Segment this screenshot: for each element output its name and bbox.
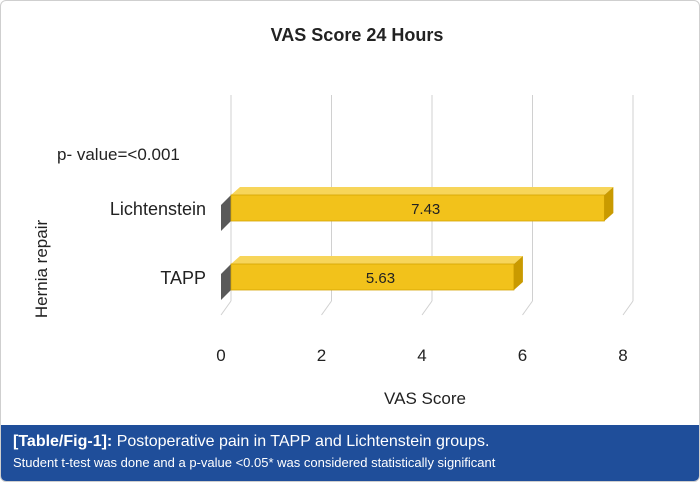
caption-title: Postoperative pain in TAPP and Lichtenst… bbox=[116, 433, 490, 450]
bar-top bbox=[231, 187, 614, 195]
x-tick-label: 4 bbox=[417, 346, 426, 365]
category-label: TAPP bbox=[160, 268, 206, 288]
figure-caption: [Table/Fig-1]: Postoperative pain in TAP… bbox=[1, 425, 699, 481]
p-value-annotation: p- value=<0.001 bbox=[57, 145, 180, 164]
x-tick-label: 6 bbox=[518, 346, 527, 365]
caption-label: [Table/Fig-1]: bbox=[13, 433, 113, 450]
gridline-floor bbox=[522, 300, 533, 316]
bar-base bbox=[221, 195, 231, 231]
y-axis-label: Hernia repair bbox=[32, 220, 51, 319]
x-tick-label: 2 bbox=[317, 346, 326, 365]
gridline-floor bbox=[421, 300, 433, 316]
chart-area: VAS Score 24 Hours p- value=<0.001 Herni… bbox=[1, 1, 699, 425]
gridline-floor bbox=[321, 300, 332, 316]
bar-base bbox=[221, 264, 231, 300]
data-label: 5.63 bbox=[366, 270, 395, 287]
x-axis-label: VAS Score bbox=[384, 389, 466, 408]
x-tick-label: 0 bbox=[216, 346, 225, 365]
bars bbox=[221, 187, 614, 300]
chart-title: VAS Score 24 Hours bbox=[271, 25, 444, 45]
labels: 0 2 4 6 8 5.63 TAPP 7.43 Lichtenstein bbox=[110, 199, 628, 365]
caption-note: Student t-test was done and a p-value <0… bbox=[13, 455, 496, 470]
bar-top bbox=[231, 256, 523, 264]
bar-end bbox=[604, 187, 614, 221]
bar-lichtenstein bbox=[230, 194, 605, 222]
vas-bar-chart: VAS Score 24 Hours p- value=<0.001 Herni… bbox=[32, 25, 634, 408]
gridline-floor bbox=[220, 300, 232, 316]
data-label: 7.43 bbox=[411, 201, 440, 218]
x-tick-label: 8 bbox=[618, 346, 627, 365]
gridline-floor bbox=[622, 300, 634, 316]
bar-tapp bbox=[230, 263, 515, 291]
category-label: Lichtenstein bbox=[110, 199, 206, 219]
bar-end bbox=[513, 256, 523, 290]
